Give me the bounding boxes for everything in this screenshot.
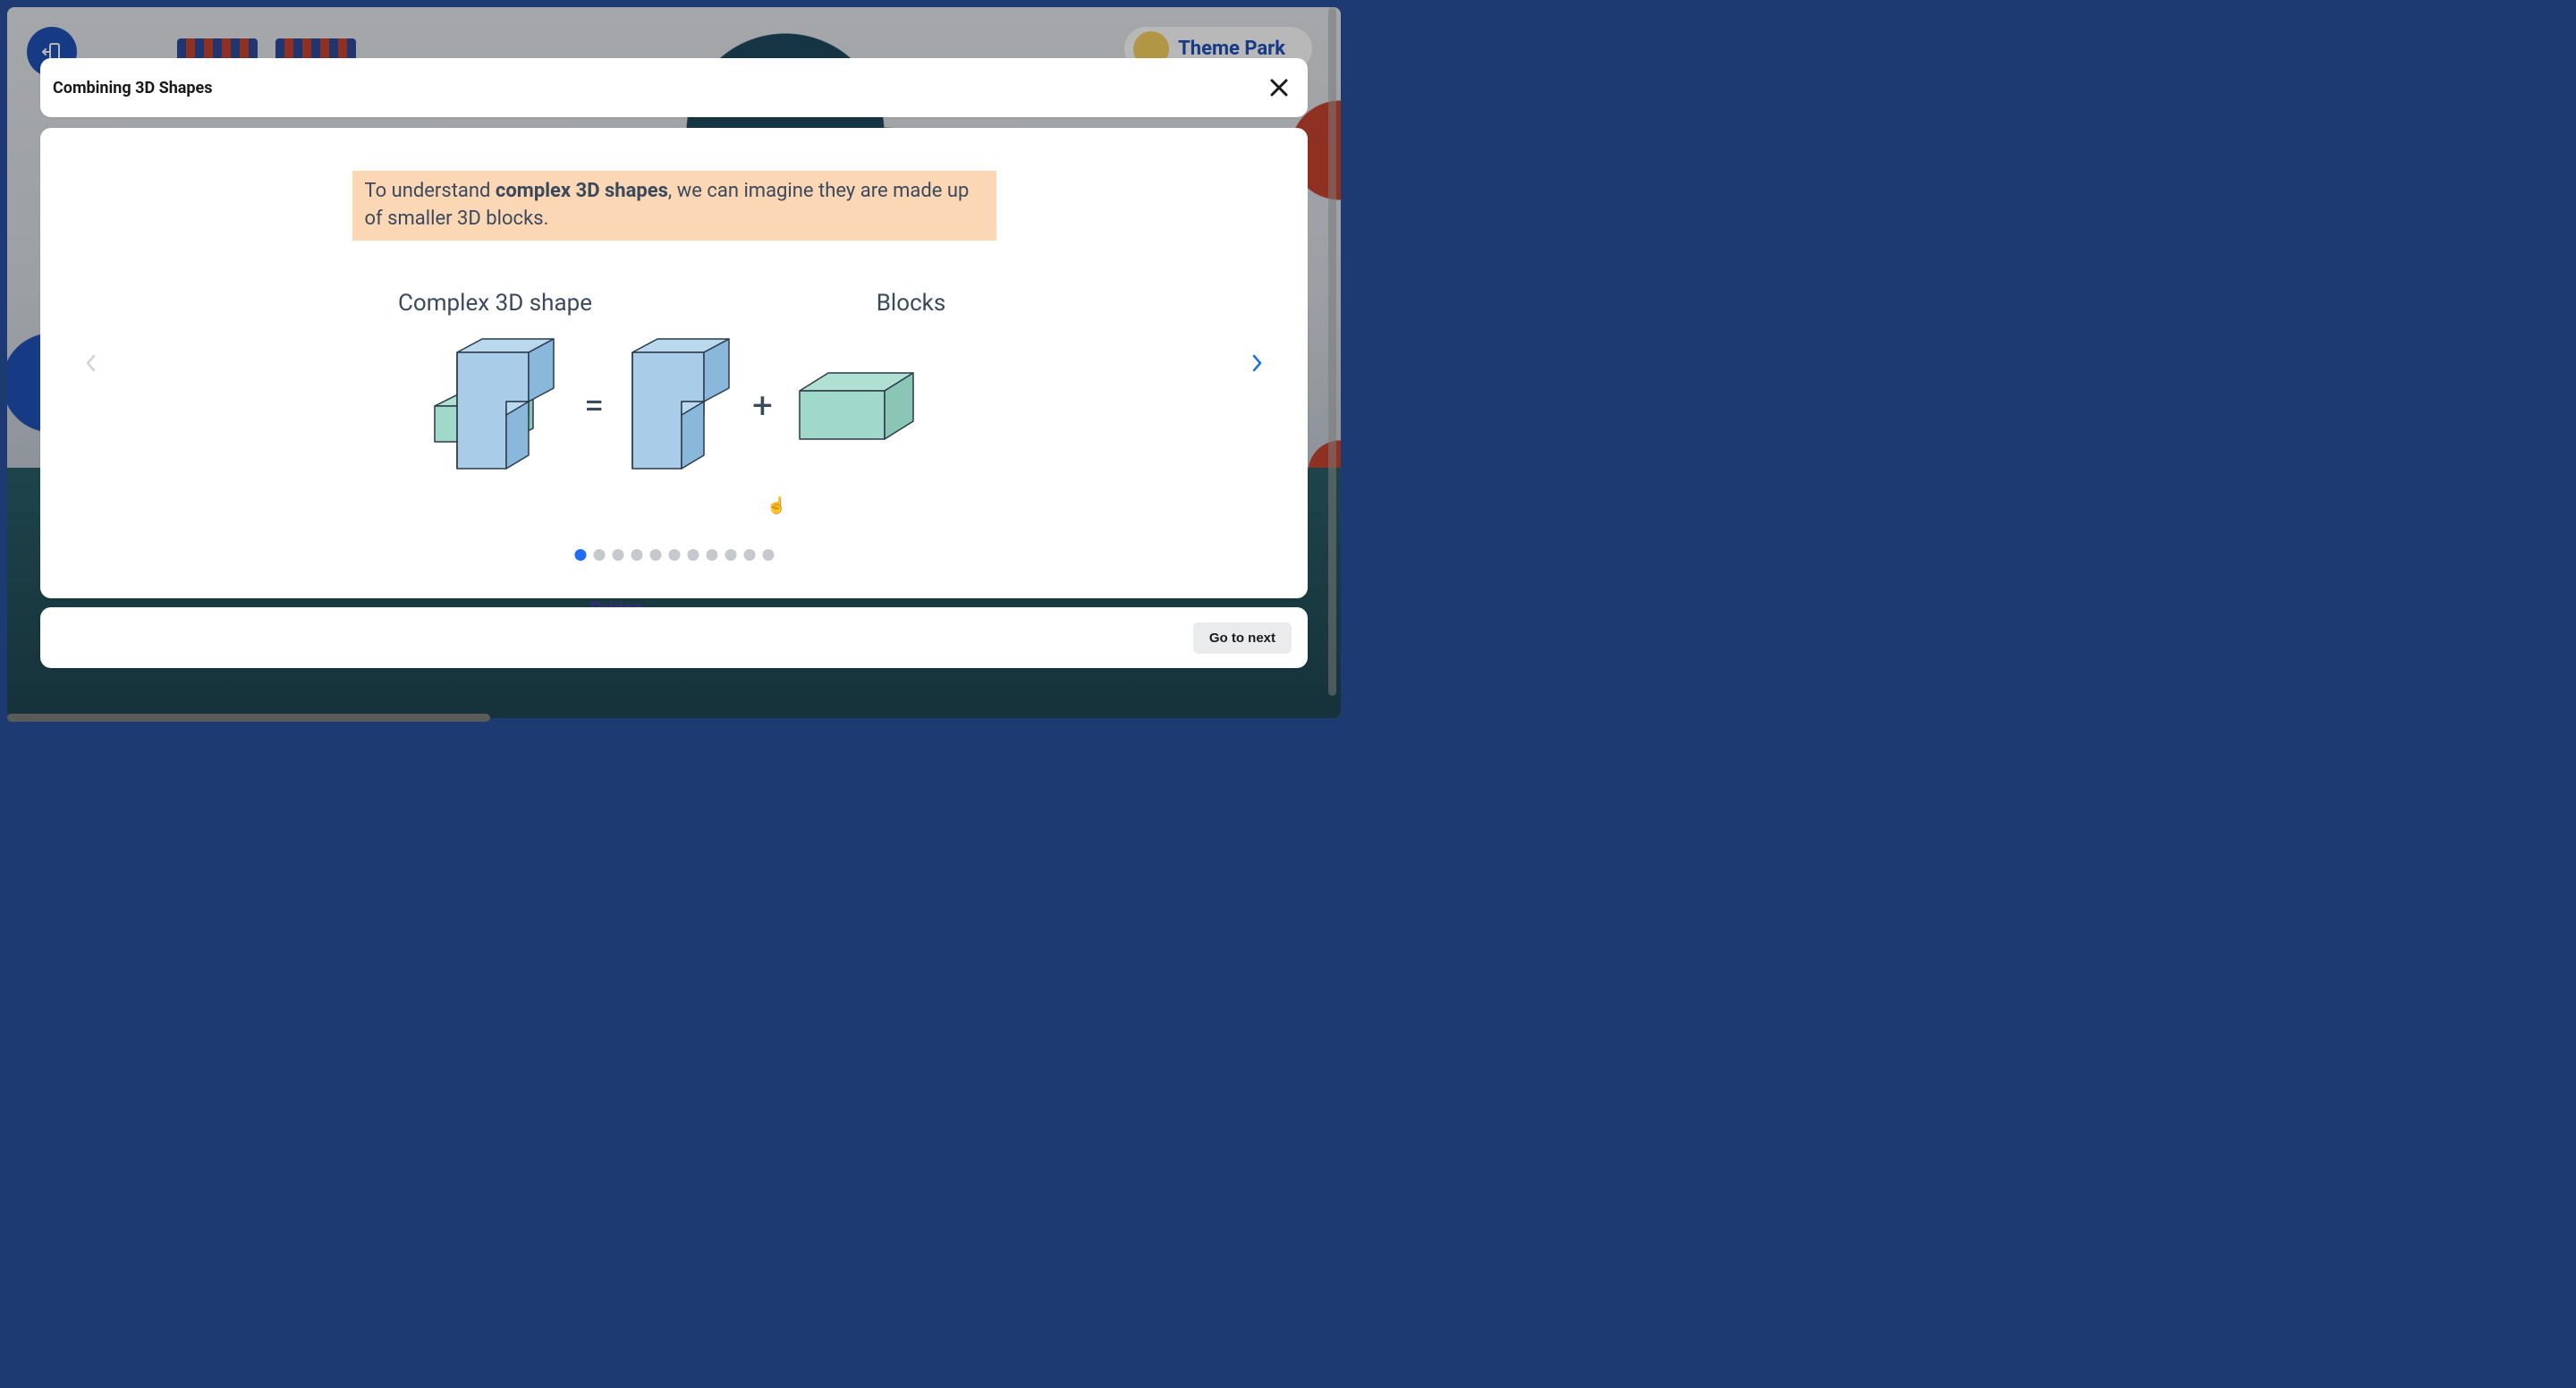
equals-operator: = [584, 385, 604, 427]
close-button[interactable] [1267, 75, 1292, 100]
instruction-emphasis: complex 3D shapes [496, 180, 668, 202]
modal-footer: Go to next [40, 607, 1308, 668]
chevron-right-icon [1251, 353, 1264, 373]
green-block [792, 366, 918, 446]
pagination-dot[interactable] [612, 549, 623, 561]
pagination-dots [574, 549, 774, 561]
pagination-dot[interactable] [593, 549, 605, 561]
modal-header: Combining 3D Shapes [40, 58, 1308, 117]
diagram-row: = + [430, 334, 918, 478]
label-complex: Complex 3D shape [352, 290, 639, 317]
next-slide-button[interactable] [1241, 347, 1274, 379]
go-to-next-button[interactable]: Go to next [1193, 622, 1292, 654]
plus-operator: + [752, 385, 773, 427]
modal-overlay: Combining 3D Shapes To understand comple… [0, 0, 1348, 725]
complex-shape [430, 334, 564, 478]
close-icon [1269, 78, 1289, 97]
pagination-dot[interactable] [724, 549, 736, 561]
instruction-text: To understand complex 3D shapes, we can … [352, 171, 996, 241]
pagination-dot[interactable] [649, 549, 661, 561]
pagination-dot[interactable] [706, 549, 717, 561]
blue-l-block [623, 334, 733, 478]
modal-title: Combining 3D Shapes [53, 79, 213, 97]
prev-slide-button[interactable] [74, 347, 106, 379]
pagination-dot[interactable] [762, 549, 774, 561]
modal-body: To understand complex 3D shapes, we can … [40, 128, 1308, 598]
cursor-icon: ☝ [767, 496, 786, 515]
pagination-dot[interactable] [687, 549, 699, 561]
pagination-dot[interactable] [631, 549, 642, 561]
pagination-dot[interactable] [668, 549, 680, 561]
diagram-labels: Complex 3D shape Blocks [352, 290, 996, 317]
instruction-prefix: To understand [365, 180, 496, 202]
chevron-left-icon [84, 353, 97, 373]
label-blocks: Blocks [826, 290, 996, 317]
pagination-dot[interactable] [574, 549, 586, 561]
pagination-dot[interactable] [743, 549, 755, 561]
